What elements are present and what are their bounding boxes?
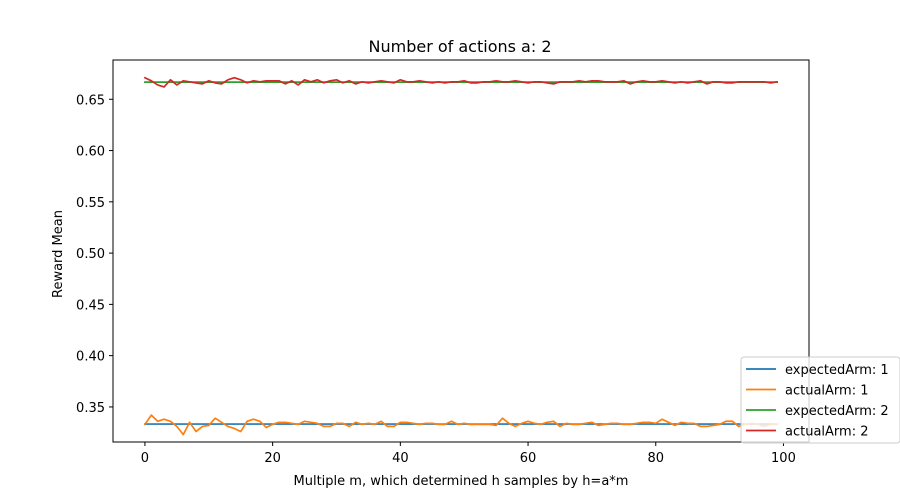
y-tick-label: 0.55 bbox=[76, 196, 105, 211]
x-tick-label: 20 bbox=[264, 451, 281, 466]
x-tick-label: 60 bbox=[520, 451, 537, 466]
x-axis-title: Multiple m, which determined h samples b… bbox=[294, 474, 629, 489]
legend-label: expectedArm: 1 bbox=[785, 363, 889, 378]
legend-label: expectedArm: 2 bbox=[785, 404, 889, 419]
x-tick-label: 100 bbox=[771, 451, 796, 466]
y-tick-label: 0.60 bbox=[76, 145, 105, 160]
legend-label: actualArm: 2 bbox=[785, 425, 868, 440]
y-tick-label: 0.50 bbox=[76, 247, 105, 262]
y-axis-title: Reward Mean bbox=[51, 210, 66, 298]
y-tick-label: 0.35 bbox=[76, 401, 105, 416]
x-tick-label: 80 bbox=[647, 451, 664, 466]
series-line-2 bbox=[143, 414, 778, 436]
y-tick-label: 0.65 bbox=[76, 93, 105, 108]
x-tick-label: 40 bbox=[392, 451, 409, 466]
chart-title: Number of actions a: 2 bbox=[369, 37, 552, 56]
y-tick-label: 0.40 bbox=[76, 350, 105, 365]
legend-box bbox=[740, 356, 900, 444]
series-layer bbox=[143, 76, 779, 436]
y-tick-label: 0.45 bbox=[76, 298, 105, 313]
x-axis: 0 20 40 60 80 100 bbox=[141, 442, 796, 466]
x-tick-label: 0 bbox=[141, 451, 149, 466]
y-axis: 0.35 0.40 0.45 0.50 0.55 0.60 0.65 bbox=[76, 93, 113, 416]
series-line-4 bbox=[143, 76, 779, 88]
legend-label: actualArm: 1 bbox=[785, 384, 868, 399]
plot-frame bbox=[112, 59, 810, 443]
legend: expectedArm: 1 actualArm: 1 expectedArm: 2… bbox=[740, 356, 900, 444]
